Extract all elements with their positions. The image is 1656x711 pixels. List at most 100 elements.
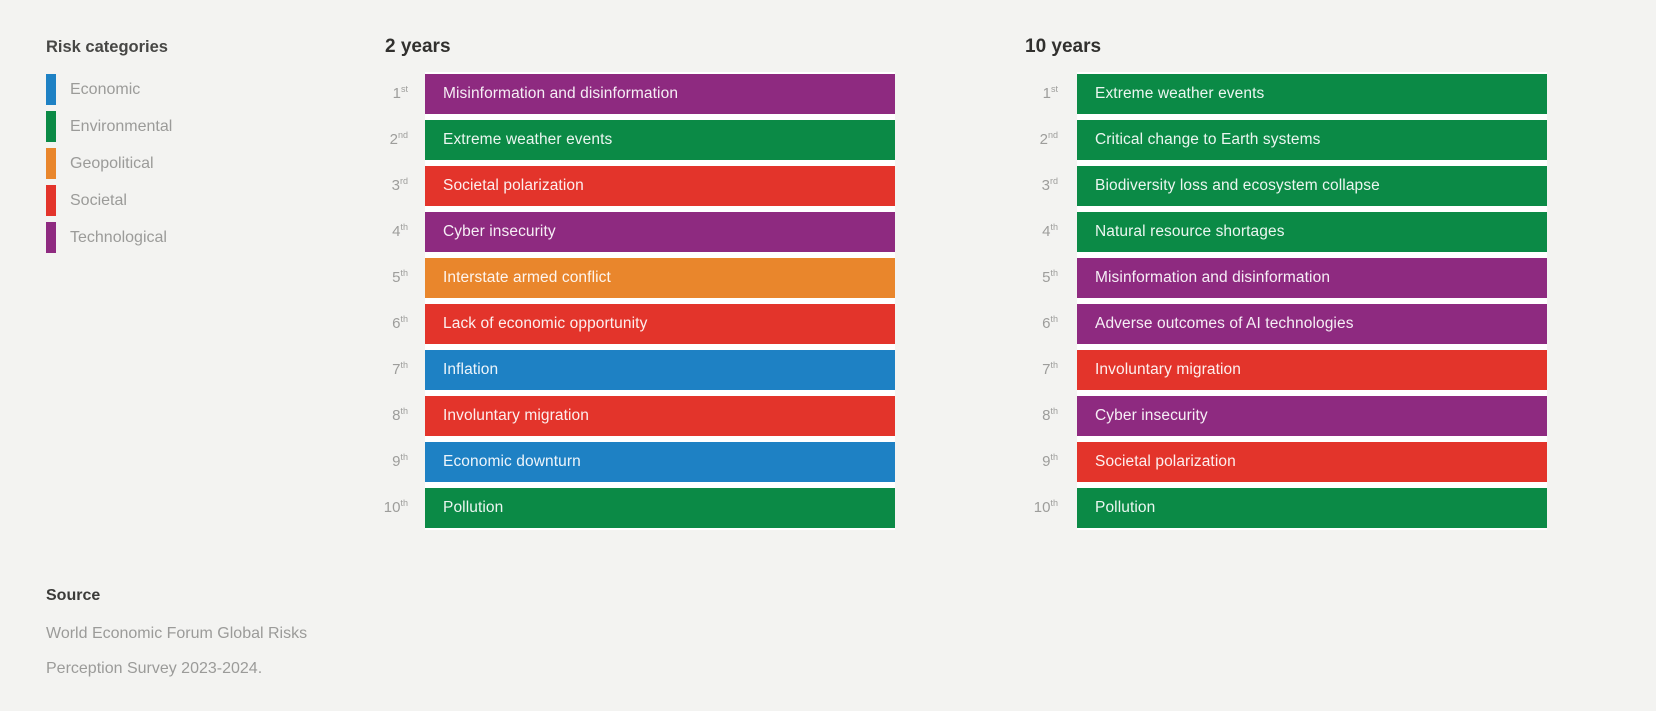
risk-bar-label: Natural resource shortages: [1095, 223, 1285, 240]
risk-bar-label: Inflation: [443, 361, 499, 378]
ranking-row: 5th Misinformation and disinformation: [1018, 258, 1547, 298]
ranking-row: 2nd Critical change to Earth systems: [1018, 120, 1547, 160]
risk-bar: Lack of economic opportunity: [425, 304, 895, 344]
ranking-row: 7th Involuntary migration: [1018, 350, 1547, 390]
risk-bar: Societal polarization: [1077, 442, 1547, 482]
risk-bar-label: Biodiversity loss and ecosystem collapse: [1095, 177, 1380, 194]
rank-label: 5th: [1042, 268, 1058, 287]
ranking-row: 4th Natural resource shortages: [1018, 212, 1547, 252]
column-header-10-years: 10 years: [1025, 36, 1102, 57]
legend-item: Societal: [46, 185, 172, 216]
rank-label: 10th: [1033, 498, 1058, 517]
ranking-row: 5th Interstate armed conflict: [368, 258, 895, 298]
legend-color-chip: [46, 111, 56, 142]
risk-bar-label: Adverse outcomes of AI technologies: [1095, 315, 1354, 332]
rank-label: 8th: [1042, 406, 1058, 425]
source-line-2: Perception Survey 2023-2024.: [46, 660, 263, 677]
legend-item: Economic: [46, 74, 172, 105]
risk-bar-label: Cyber insecurity: [1095, 407, 1208, 424]
rank-label: 9th: [1042, 452, 1058, 471]
column-header-2-years: 2 years: [385, 36, 451, 57]
risk-bar-label: Societal polarization: [443, 177, 584, 194]
ranking-row: 3rd Biodiversity loss and ecosystem coll…: [1018, 166, 1547, 206]
rank-label: 2nd: [1039, 130, 1058, 149]
ranking-row: 7th Inflation: [368, 350, 895, 390]
source-label: Source: [46, 587, 101, 604]
rank-label: 5th: [392, 268, 408, 287]
legend-item: Technological: [46, 222, 172, 253]
risk-bar-label: Extreme weather events: [1095, 85, 1265, 102]
risk-bar-label: Misinformation and disinformation: [443, 85, 679, 102]
risk-bar: Cyber insecurity: [425, 212, 895, 252]
risk-bar: Involuntary migration: [1077, 350, 1547, 390]
ranking-row: 9th Societal polarization: [1018, 442, 1547, 482]
rank-label: 6th: [1042, 314, 1058, 333]
legend-item: Environmental: [46, 111, 172, 142]
rank-label: 1st: [392, 84, 408, 103]
ranking-row: 2nd Extreme weather events: [368, 120, 895, 160]
rank-label: 10th: [383, 498, 408, 517]
risk-bar-label: Interstate armed conflict: [443, 269, 611, 286]
risk-bar: Extreme weather events: [1077, 74, 1547, 114]
rank-label: 6th: [392, 314, 408, 333]
risk-bar-label: Lack of economic opportunity: [443, 315, 648, 332]
risk-bar: Natural resource shortages: [1077, 212, 1547, 252]
legend-item: Geopolitical: [46, 148, 172, 179]
legend-item-label: Technological: [70, 228, 167, 246]
risk-bar: Societal polarization: [425, 166, 895, 206]
rank-label: 4th: [392, 222, 408, 241]
ranking-row: 4th Cyber insecurity: [368, 212, 895, 252]
rank-label: 2nd: [389, 130, 408, 149]
risk-bar-label: Misinformation and disinformation: [1095, 269, 1331, 286]
ranking-rows-10-years: 1st Extreme weather events 2nd Critical …: [1018, 72, 1547, 530]
ranking-row: 1st Misinformation and disinformation: [368, 74, 895, 114]
rank-label: 7th: [1042, 360, 1058, 379]
risk-bar-label: Extreme weather events: [443, 131, 613, 148]
risk-categories-legend: Risk categories Economic Environmental G…: [46, 38, 172, 259]
risk-bar-label: Involuntary migration: [1095, 361, 1241, 378]
risk-bar-label: Pollution: [443, 499, 504, 516]
risk-bar: Extreme weather events: [425, 120, 895, 160]
legend-color-chip: [46, 148, 56, 179]
rank-label: 4th: [1042, 222, 1058, 241]
ranking-row: 6th Lack of economic opportunity: [368, 304, 895, 344]
risk-bar: Cyber insecurity: [1077, 396, 1547, 436]
risk-bar: Critical change to Earth systems: [1077, 120, 1547, 160]
legend-item-label: Environmental: [70, 117, 173, 135]
risk-bar: Interstate armed conflict: [425, 258, 895, 298]
rank-label: 9th: [392, 452, 408, 471]
risk-bar: Economic downturn: [425, 442, 895, 482]
legend-title: Risk categories: [46, 38, 168, 56]
legend-color-chip: [46, 185, 56, 216]
ranking-row: 6th Adverse outcomes of AI technologies: [1018, 304, 1547, 344]
rank-label: 3rd: [1041, 176, 1058, 195]
risk-bar: Pollution: [425, 488, 895, 528]
risk-bar-label: Cyber insecurity: [443, 223, 556, 240]
rank-label: 8th: [392, 406, 408, 425]
legend-color-chip: [46, 74, 56, 105]
legend-item-label: Societal: [70, 191, 127, 209]
ranking-row: 8th Involuntary migration: [368, 396, 895, 436]
ranking-column-10-years: 10 years 1st Extreme weather events 2nd …: [1018, 36, 1547, 530]
legend-item-label: Geopolitical: [70, 154, 154, 172]
ranking-row: 8th Cyber insecurity: [1018, 396, 1547, 436]
risk-bar: Biodiversity loss and ecosystem collapse: [1077, 166, 1547, 206]
risk-bar: Inflation: [425, 350, 895, 390]
risk-bar-label: Involuntary migration: [443, 407, 589, 424]
ranking-row: 10th Pollution: [1018, 488, 1547, 528]
risk-bar: Adverse outcomes of AI technologies: [1077, 304, 1547, 344]
rank-label: 1st: [1042, 84, 1058, 103]
legend-item-label: Economic: [70, 80, 141, 98]
rank-label: 7th: [392, 360, 408, 379]
source-line-1: World Economic Forum Global Risks: [46, 625, 308, 642]
risk-bar-label: Pollution: [1095, 499, 1156, 516]
ranking-rows-2-years: 1st Misinformation and disinformation 2n…: [368, 72, 895, 530]
risk-bar-label: Economic downturn: [443, 453, 581, 470]
risk-bar-label: Societal polarization: [1095, 453, 1236, 470]
rank-label: 3rd: [391, 176, 408, 195]
ranking-row: 3rd Societal polarization: [368, 166, 895, 206]
ranking-row: 10th Pollution: [368, 488, 895, 528]
ranking-row: 1st Extreme weather events: [1018, 74, 1547, 114]
risk-bar-label: Critical change to Earth systems: [1095, 131, 1321, 148]
